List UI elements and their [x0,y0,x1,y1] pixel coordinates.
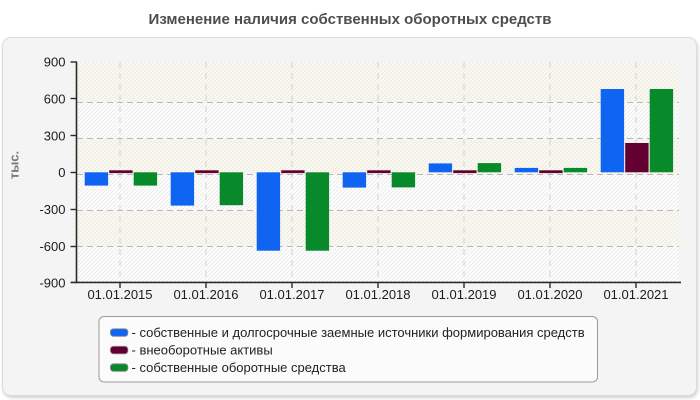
svg-text:-900: -900 [39,276,65,291]
svg-text:- внеоборотные активы: - внеоборотные активы [132,343,273,358]
svg-text:- собственные и долгосрочные з: - собственные и долгосрочные заемные ист… [132,325,585,340]
svg-text:01.01.2017: 01.01.2017 [259,287,324,302]
svg-text:Изменение наличия собственных: Изменение наличия собственных оборотных … [149,11,552,28]
svg-text:тыс.: тыс. [7,151,22,179]
svg-text:01.01.2018: 01.01.2018 [345,287,410,302]
svg-text:01.01.2021: 01.01.2021 [603,287,668,302]
svg-text:300: 300 [44,128,66,143]
svg-text:01.01.2020: 01.01.2020 [517,287,582,302]
svg-text:- собственные оборотные средст: - собственные оборотные средства [132,360,347,375]
svg-text:-600: -600 [39,239,65,254]
svg-text:01.01.2016: 01.01.2016 [173,287,238,302]
svg-text:0: 0 [58,165,65,180]
svg-text:600: 600 [44,91,66,106]
svg-text:01.01.2015: 01.01.2015 [87,287,152,302]
svg-text:-300: -300 [39,202,65,217]
svg-text:900: 900 [44,55,66,70]
svg-text:01.01.2019: 01.01.2019 [431,287,496,302]
